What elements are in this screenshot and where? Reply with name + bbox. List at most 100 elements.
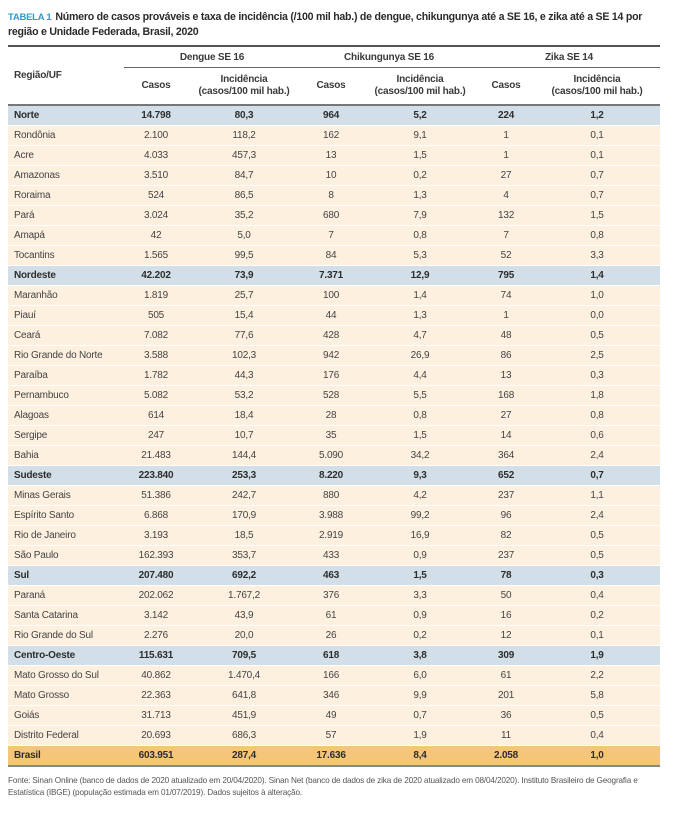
cell-zika-incidencia: 3,3 [534, 245, 661, 266]
header-incidencia-line2: (casos/100 mil hab.) [551, 86, 643, 97]
cell-zika-casos: 13 [478, 365, 535, 386]
row-name: Sergipe [8, 425, 124, 446]
cell-dengue-casos: 2.100 [124, 125, 188, 146]
cell-zika-casos: 48 [478, 325, 535, 346]
cell-zika-casos: 132 [478, 205, 535, 226]
cell-zika-incidencia: 0,7 [534, 465, 661, 486]
cell-dengue-casos: 20.693 [124, 725, 188, 746]
cell-zika-incidencia: 0,1 [534, 145, 661, 166]
cell-dengue-casos: 202.062 [124, 585, 188, 606]
cell-chikungunya-incidencia: 16,9 [362, 525, 479, 546]
cell-chikungunya-casos: 176 [300, 365, 363, 386]
table-row: Minas Gerais 51.386 242,7 880 4,2 237 1,1 [8, 485, 661, 506]
header-dengue: Dengue SE 16 [124, 46, 301, 68]
cell-chikungunya-casos: 2.919 [300, 525, 363, 546]
cell-dengue-casos: 21.483 [124, 445, 188, 466]
cell-dengue-casos: 51.386 [124, 485, 188, 506]
cell-dengue-casos: 162.393 [124, 545, 188, 566]
cell-chikungunya-casos: 880 [300, 485, 363, 506]
data-table: Região/UF Dengue SE 16 Chikungunya SE 16… [8, 45, 661, 767]
cell-chikungunya-incidencia: 1,3 [362, 305, 479, 326]
cell-zika-incidencia: 0,1 [534, 125, 661, 146]
cell-chikungunya-casos: 166 [300, 665, 363, 686]
total-row: Brasil 603.951 287,4 17.636 8,4 2.058 1,0 [8, 745, 661, 767]
cell-zika-incidencia: 0,5 [534, 545, 661, 566]
cell-dengue-casos: 614 [124, 405, 188, 426]
cell-chikungunya-incidencia: 99,2 [362, 505, 479, 526]
header-incidencia-line1: Incidência [396, 74, 444, 85]
cell-dengue-incidencia: 35,2 [188, 205, 301, 226]
cell-chikungunya-casos: 346 [300, 685, 363, 706]
row-name: Mato Grosso [8, 685, 124, 706]
cell-dengue-incidencia: 10,7 [188, 425, 301, 446]
cell-zika-casos: 52 [478, 245, 535, 266]
cell-chikungunya-incidencia: 5,3 [362, 245, 479, 266]
cell-dengue-incidencia: 25,7 [188, 285, 301, 306]
cell-chikungunya-casos: 44 [300, 305, 363, 326]
cell-chikungunya-casos: 13 [300, 145, 363, 166]
cell-dengue-casos: 1.819 [124, 285, 188, 306]
cell-zika-incidencia: 1,8 [534, 385, 661, 406]
cell-zika-casos: 237 [478, 485, 535, 506]
cell-zika-incidencia: 2,4 [534, 445, 661, 466]
cell-chikungunya-casos: 680 [300, 205, 363, 226]
cell-zika-casos: 16 [478, 605, 535, 626]
cell-chikungunya-incidencia: 9,3 [362, 465, 479, 486]
cell-dengue-casos: 3.142 [124, 605, 188, 626]
table-row: São Paulo 162.393 353,7 433 0,9 237 0,5 [8, 545, 661, 566]
cell-chikungunya-incidencia: 26,9 [362, 345, 479, 366]
cell-dengue-incidencia: 451,9 [188, 705, 301, 726]
cell-dengue-incidencia: 353,7 [188, 545, 301, 566]
cell-dengue-incidencia: 73,9 [188, 265, 301, 286]
cell-chikungunya-incidencia: 0,8 [362, 225, 479, 246]
cell-dengue-incidencia: 5,0 [188, 225, 301, 246]
row-name: Brasil [8, 745, 124, 767]
cell-dengue-casos: 247 [124, 425, 188, 446]
table-row: Tocantins 1.565 99,5 84 5,3 52 3,3 [8, 245, 661, 266]
cell-zika-incidencia: 0,5 [534, 325, 661, 346]
cell-zika-casos: 14 [478, 425, 535, 446]
cell-dengue-casos: 40.862 [124, 665, 188, 686]
cell-dengue-incidencia: 170,9 [188, 505, 301, 526]
cell-chikungunya-casos: 17.636 [300, 745, 363, 767]
cell-zika-incidencia: 2,2 [534, 665, 661, 686]
cell-dengue-casos: 207.480 [124, 565, 188, 586]
page: TABELA 1 Número de casos prováveis e taxa… [8, 11, 661, 797]
row-name: Rio Grande do Sul [8, 625, 124, 646]
cell-chikungunya-incidencia: 34,2 [362, 445, 479, 466]
cell-zika-casos: 224 [478, 105, 535, 126]
cell-chikungunya-casos: 7.371 [300, 265, 363, 286]
cell-dengue-casos: 6.868 [124, 505, 188, 526]
row-name: Distrito Federal [8, 725, 124, 746]
row-name: Rio Grande do Norte [8, 345, 124, 366]
cell-chikungunya-casos: 26 [300, 625, 363, 646]
cell-zika-incidencia: 1,1 [534, 485, 661, 506]
table-row: Amazonas 3.510 84,7 10 0,2 27 0,7 [8, 165, 661, 186]
row-name: Mato Grosso do Sul [8, 665, 124, 686]
table-row: Roraima 524 86,5 8 1,3 4 0,7 [8, 185, 661, 206]
row-name: Sul [8, 565, 124, 586]
cell-zika-incidencia: 0,3 [534, 365, 661, 386]
cell-dengue-casos: 3.510 [124, 165, 188, 186]
row-name: Centro-Oeste [8, 645, 124, 666]
cell-zika-casos: 201 [478, 685, 535, 706]
cell-dengue-casos: 4.033 [124, 145, 188, 166]
cell-chikungunya-incidencia: 9,9 [362, 685, 479, 706]
cell-chikungunya-incidencia: 7,9 [362, 205, 479, 226]
row-name: Pará [8, 205, 124, 226]
cell-chikungunya-casos: 57 [300, 725, 363, 746]
header-chikungunya: Chikungunya SE 16 [300, 46, 479, 68]
header-casos: Casos [300, 67, 363, 106]
row-name: Paraíba [8, 365, 124, 386]
cell-chikungunya-incidencia: 12,9 [362, 265, 479, 286]
cell-zika-casos: 74 [478, 285, 535, 306]
cell-zika-casos: 82 [478, 525, 535, 546]
table-row: Santa Catarina 3.142 43,9 61 0,9 16 0,2 [8, 605, 661, 626]
row-name: Santa Catarina [8, 605, 124, 626]
cell-dengue-incidencia: 84,7 [188, 165, 301, 186]
cell-dengue-incidencia: 1.470,4 [188, 665, 301, 686]
cell-chikungunya-casos: 35 [300, 425, 363, 446]
source-note: Fonte: Sinan Online (banco de dados de 2… [8, 776, 638, 797]
cell-dengue-casos: 14.798 [124, 105, 188, 126]
table-row: Mato Grosso do Sul 40.862 1.470,4 166 6,0 61 2… [8, 665, 661, 686]
